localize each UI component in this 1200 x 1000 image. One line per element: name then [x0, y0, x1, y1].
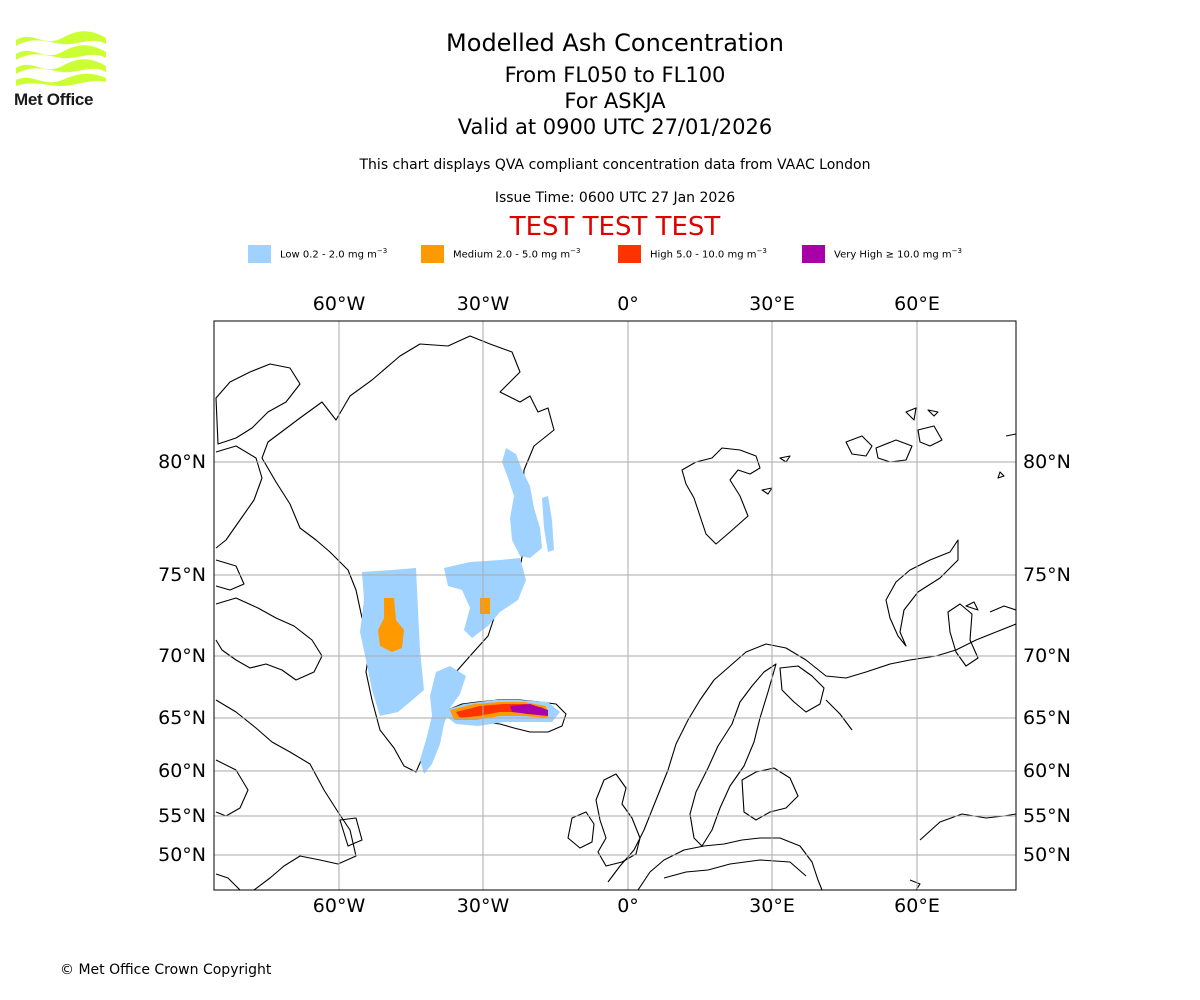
lon-label-bottom-0: 0° — [617, 895, 639, 917]
lon-label-bottom-30w: 30°W — [457, 895, 510, 917]
met-office-logo — [16, 31, 106, 86]
baltic-coast — [689, 663, 777, 847]
legend-label-very-high: Very High ≥ 10.0 mg m — [834, 249, 952, 261]
lat-label-left-50n: 50°N — [158, 844, 206, 866]
franz-josef-coast — [845, 435, 873, 457]
issue-time: Issue Time: 0600 UTC 27 Jan 2026 — [494, 190, 736, 206]
lon-label-top-60w: 60°W — [313, 293, 366, 315]
labrador-coast — [215, 699, 357, 890]
valid-time: Valid at 0900 UTC 27/01/2026 — [457, 115, 773, 139]
lon-label-top-30e: 30°E — [749, 293, 795, 315]
lat-label-left-60n: 60°N — [158, 760, 206, 782]
svalbard-coast — [681, 447, 761, 545]
lon-labels-top: 60°W 30°W 0° 30°E 60°E — [313, 293, 940, 315]
lon-label-bottom-30e: 30°E — [749, 895, 795, 917]
chart-title: Modelled Ash Concentration — [446, 29, 784, 57]
lat-label-left-55n: 55°N — [158, 805, 206, 827]
ireland-coast — [567, 811, 595, 849]
lon-label-bottom-60w: 60°W — [313, 895, 366, 917]
ash-plume — [360, 448, 560, 774]
flight-level-range: From FL050 to FL100 — [504, 63, 726, 87]
lat-label-left-80n: 80°N — [158, 451, 206, 473]
lat-labels-left: 80°N 75°N 70°N 65°N 60°N 55°N 50°N — [158, 451, 206, 866]
ellesmere-coast — [215, 363, 301, 445]
lon-labels-bottom: 60°W 30°W 0° 30°E 60°E — [313, 895, 940, 917]
legend-label-low: Low 0.2 - 2.0 mg m — [280, 249, 377, 261]
ash-medium-west — [378, 598, 404, 652]
legend-swatch-high — [618, 245, 641, 263]
lat-label-right-70n: 70°N — [1023, 645, 1071, 667]
baffin-coast — [215, 597, 323, 681]
volcano-name: For ASKJA — [564, 89, 666, 113]
lon-label-top-60e: 60°E — [894, 293, 940, 315]
lon-label-top-0: 0° — [617, 293, 639, 315]
legend-swatch-low — [248, 245, 271, 263]
lat-label-left-70n: 70°N — [158, 645, 206, 667]
scandinavia-coast — [607, 623, 1016, 883]
novaya-zemlya-coast — [885, 539, 959, 647]
ash-very-high — [510, 704, 548, 716]
legend-swatch-very-high — [802, 245, 825, 263]
legend-label-high: High 5.0 - 10.0 mg m — [650, 249, 757, 261]
logo-text: Met Office — [14, 90, 94, 109]
ash-low-north — [502, 448, 542, 558]
lat-label-left-75n: 75°N — [158, 564, 206, 586]
lon-label-top-30w: 30°W — [457, 293, 510, 315]
legend-swatch-medium — [421, 245, 444, 263]
gridlines — [214, 321, 1016, 890]
lat-label-left-65n: 65°N — [158, 707, 206, 729]
europe-coast — [637, 837, 823, 890]
lat-labels-right: 80°N 75°N 70°N 65°N 60°N 55°N 50°N — [1023, 451, 1071, 866]
ash-low-south — [420, 666, 466, 774]
test-banner: TEST TEST TEST — [509, 212, 721, 242]
legend: Low 0.2 - 2.0 mg m−3 Medium 2.0 - 5.0 mg… — [0, 244, 1200, 264]
ash-low-streak — [542, 496, 554, 552]
lat-label-right-65n: 65°N — [1023, 707, 1071, 729]
legend-label-medium: Medium 2.0 - 5.0 mg m — [453, 249, 571, 261]
map-frame — [213, 320, 1017, 891]
lat-label-right-80n: 80°N — [1023, 451, 1071, 473]
uk-coast — [595, 773, 641, 867]
lat-label-right-55n: 55°N — [1023, 805, 1071, 827]
lat-label-right-50n: 50°N — [1023, 844, 1071, 866]
ash-medium-east — [480, 598, 490, 614]
map-background — [214, 321, 1016, 890]
copyright: © Met Office Crown Copyright — [60, 962, 272, 978]
chart-description: This chart displays QVA compliant concen… — [359, 157, 871, 173]
lat-label-right-60n: 60°N — [1023, 760, 1071, 782]
lon-label-bottom-60e: 60°E — [894, 895, 940, 917]
lat-label-right-75n: 75°N — [1023, 564, 1071, 586]
